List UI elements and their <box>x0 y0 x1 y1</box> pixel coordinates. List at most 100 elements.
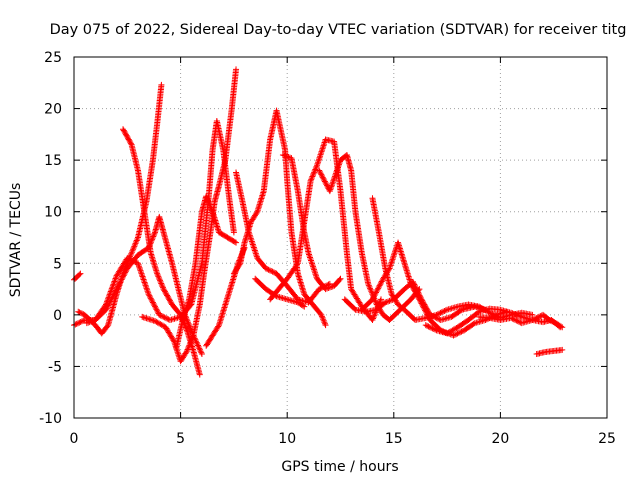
data-point <box>509 315 516 322</box>
data-point <box>310 170 317 177</box>
data-point <box>204 196 211 203</box>
data-point <box>319 314 326 321</box>
data-point <box>430 326 437 333</box>
data-point <box>150 232 157 239</box>
data-point <box>268 268 275 275</box>
data-point <box>207 203 214 210</box>
data-point <box>450 332 457 339</box>
data-point <box>162 315 169 322</box>
data-point <box>330 176 337 183</box>
data-point <box>320 142 327 149</box>
data-point <box>187 339 194 346</box>
data-point <box>122 130 129 137</box>
data-point <box>422 307 429 314</box>
data-point <box>429 325 436 332</box>
data-point <box>455 329 462 336</box>
data-point <box>334 165 341 172</box>
data-point <box>391 250 398 257</box>
data-point <box>392 248 399 255</box>
data-point <box>130 246 137 253</box>
data-point <box>434 311 441 318</box>
data-point <box>128 249 135 256</box>
data-point <box>248 236 255 243</box>
data-point <box>138 269 145 276</box>
data-point <box>319 174 326 181</box>
data-point <box>389 256 396 263</box>
data-point <box>508 309 515 316</box>
series-arc-7 <box>173 193 240 351</box>
chart-title: Day 075 of 2022, Sidereal Day-to-day VTE… <box>50 22 627 38</box>
data-point <box>422 322 429 329</box>
data-point <box>79 310 86 317</box>
data-point <box>422 308 429 315</box>
data-point <box>204 197 211 204</box>
data-point <box>203 193 210 200</box>
data-point <box>420 304 427 311</box>
data-point <box>414 292 421 299</box>
data-point <box>529 317 536 324</box>
data-point <box>150 300 157 307</box>
data-point <box>319 147 326 154</box>
data-point <box>374 286 381 293</box>
data-point <box>375 285 382 292</box>
data-point <box>128 250 135 257</box>
data-point <box>145 289 152 296</box>
data-point <box>76 319 83 326</box>
data-point <box>161 288 168 295</box>
data-point <box>327 185 334 192</box>
data-point <box>308 176 315 183</box>
y-tick-label: 10 <box>44 205 62 221</box>
data-point <box>320 316 327 323</box>
data-point <box>312 269 319 276</box>
data-point <box>378 279 385 286</box>
data-point <box>459 327 466 334</box>
data-point <box>140 275 147 282</box>
data-point <box>151 230 158 237</box>
data-point <box>438 309 445 316</box>
data-point <box>110 279 117 286</box>
data-point <box>321 178 328 185</box>
data-point <box>510 316 517 323</box>
data-point <box>233 239 240 246</box>
data-point <box>316 286 323 293</box>
data-point <box>370 295 377 302</box>
x-tick-label: 25 <box>598 431 616 447</box>
data-point <box>386 297 393 304</box>
data-point <box>75 308 82 315</box>
data-point <box>512 311 519 318</box>
data-point <box>370 315 377 322</box>
data-point <box>516 318 523 325</box>
series-arc-18 <box>422 305 564 337</box>
data-point <box>388 260 395 267</box>
data-point <box>421 306 428 313</box>
data-point <box>236 261 243 268</box>
x-axis-label: GPS time / hours <box>281 459 398 475</box>
data-point <box>333 167 340 174</box>
data-point <box>414 293 421 300</box>
data-point <box>513 311 520 318</box>
data-point <box>253 210 260 217</box>
data-point <box>390 253 397 260</box>
data-point <box>332 170 339 177</box>
data-point <box>516 312 523 319</box>
data-point <box>328 182 335 189</box>
plot-frame <box>73 56 608 419</box>
data-point <box>83 320 90 327</box>
data-point <box>413 291 420 298</box>
data-point <box>124 133 131 140</box>
data-point <box>548 318 555 325</box>
data-point <box>530 316 537 323</box>
data-point <box>249 241 256 248</box>
data-point <box>375 284 382 291</box>
x-tick-labels: 0 5 10 15 20 25 <box>70 431 616 447</box>
data-point <box>458 328 465 335</box>
data-point <box>149 299 156 306</box>
data-point <box>106 292 113 299</box>
data-points <box>71 66 566 378</box>
data-point <box>145 291 152 298</box>
data-point <box>369 296 376 303</box>
data-point <box>425 323 432 330</box>
data-point <box>125 135 132 142</box>
y-tick-label: -5 <box>48 359 62 375</box>
